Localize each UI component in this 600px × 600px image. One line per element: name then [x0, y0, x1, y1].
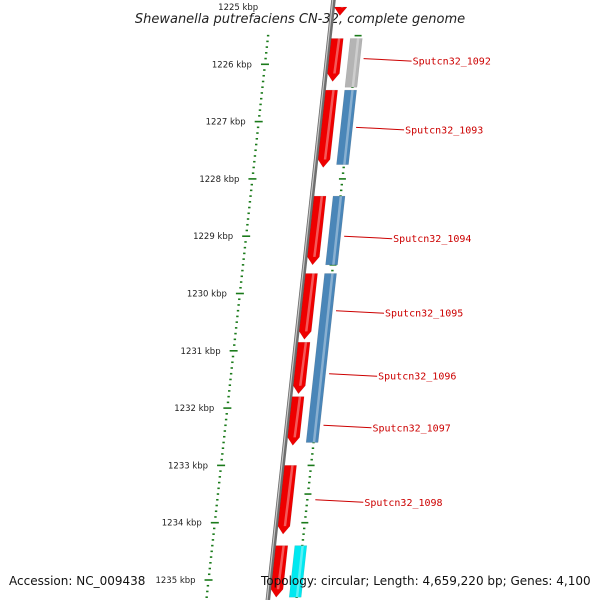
gene-block-shine [295, 545, 304, 598]
cds-arrow [298, 273, 318, 340]
cds-arrow-shine [283, 465, 294, 527]
tick-label: 1226 kbp [212, 60, 252, 70]
gene-block-shine [312, 273, 334, 443]
tick-label: 1228 kbp [199, 175, 239, 185]
label-leader-line [315, 499, 364, 503]
gene-block [288, 545, 308, 598]
accession-text: Accession: NC_009438 [9, 574, 146, 588]
topology-text: Topology: circular; Length: 4,659,220 bp… [261, 574, 591, 588]
gene-block [344, 38, 363, 88]
feature-layer [270, 6, 363, 598]
gene-label: Sputcn32_1092 [413, 57, 491, 68]
tick-label: 1230 kbp [187, 290, 227, 300]
tick-label: 1225 kbp [218, 3, 258, 13]
gene-label: Sputcn32_1097 [372, 423, 450, 434]
tick-label: 1232 kbp [174, 404, 214, 414]
cds-arrow [287, 396, 305, 446]
cds-arrow-shine [323, 90, 335, 160]
tick-label: 1229 kbp [193, 232, 233, 242]
cds-arrow-shine [304, 273, 315, 332]
label-leader-line [344, 235, 393, 240]
cds-arrow [293, 341, 311, 395]
label-leader-line [356, 126, 405, 131]
cds-arrow-shine [313, 196, 324, 257]
gene-label: Sputcn32_1094 [393, 234, 471, 245]
gene-block-shine [332, 196, 343, 265]
label-layer: Sputcn32_1092 Sputcn32_1093 Sputcn32_1094 S… [315, 57, 491, 509]
label-leader-line [363, 58, 412, 62]
gene-label: Sputcn32_1093 [405, 125, 483, 136]
gene-block-shine [343, 90, 354, 165]
cds-arrow [307, 195, 327, 266]
tick-label: 1231 kbp [181, 347, 221, 357]
tick-label: 1233 kbp [168, 461, 208, 471]
gene-block-shine [351, 38, 360, 88]
cds-arrow [334, 6, 348, 17]
gene-label: Sputcn32_1096 [378, 372, 456, 383]
gene-block [305, 273, 337, 443]
cds-arrow-shine [340, 7, 344, 8]
label-leader-line [335, 310, 385, 314]
cds-arrow [317, 89, 338, 168]
cds-arrow-shine [276, 545, 285, 590]
cds-arrow-shine [293, 396, 302, 438]
sequence-backbone [265, 0, 336, 600]
label-leader-line [323, 424, 372, 429]
backbone-layer [265, 0, 336, 600]
gene-label: Sputcn32_1095 [385, 309, 463, 320]
gene-block [336, 89, 357, 165]
cds-arrow [277, 465, 297, 535]
cds-arrow [327, 38, 344, 82]
tick-label: 1227 kbp [206, 118, 246, 128]
backbone-highlight [266, 0, 334, 600]
gene-block [325, 195, 346, 266]
map-title: Shewanella putrefaciens CN-32, complete … [135, 12, 465, 27]
cds-arrow-shine [333, 38, 341, 74]
gene-label: Sputcn32_1098 [364, 498, 442, 509]
tick-label: 1234 kbp [162, 519, 202, 529]
label-leader-line [329, 373, 378, 377]
cds-arrow [270, 545, 289, 598]
cds-arrow-shine [299, 342, 308, 386]
tick-label: 1235 kbp [155, 576, 195, 586]
